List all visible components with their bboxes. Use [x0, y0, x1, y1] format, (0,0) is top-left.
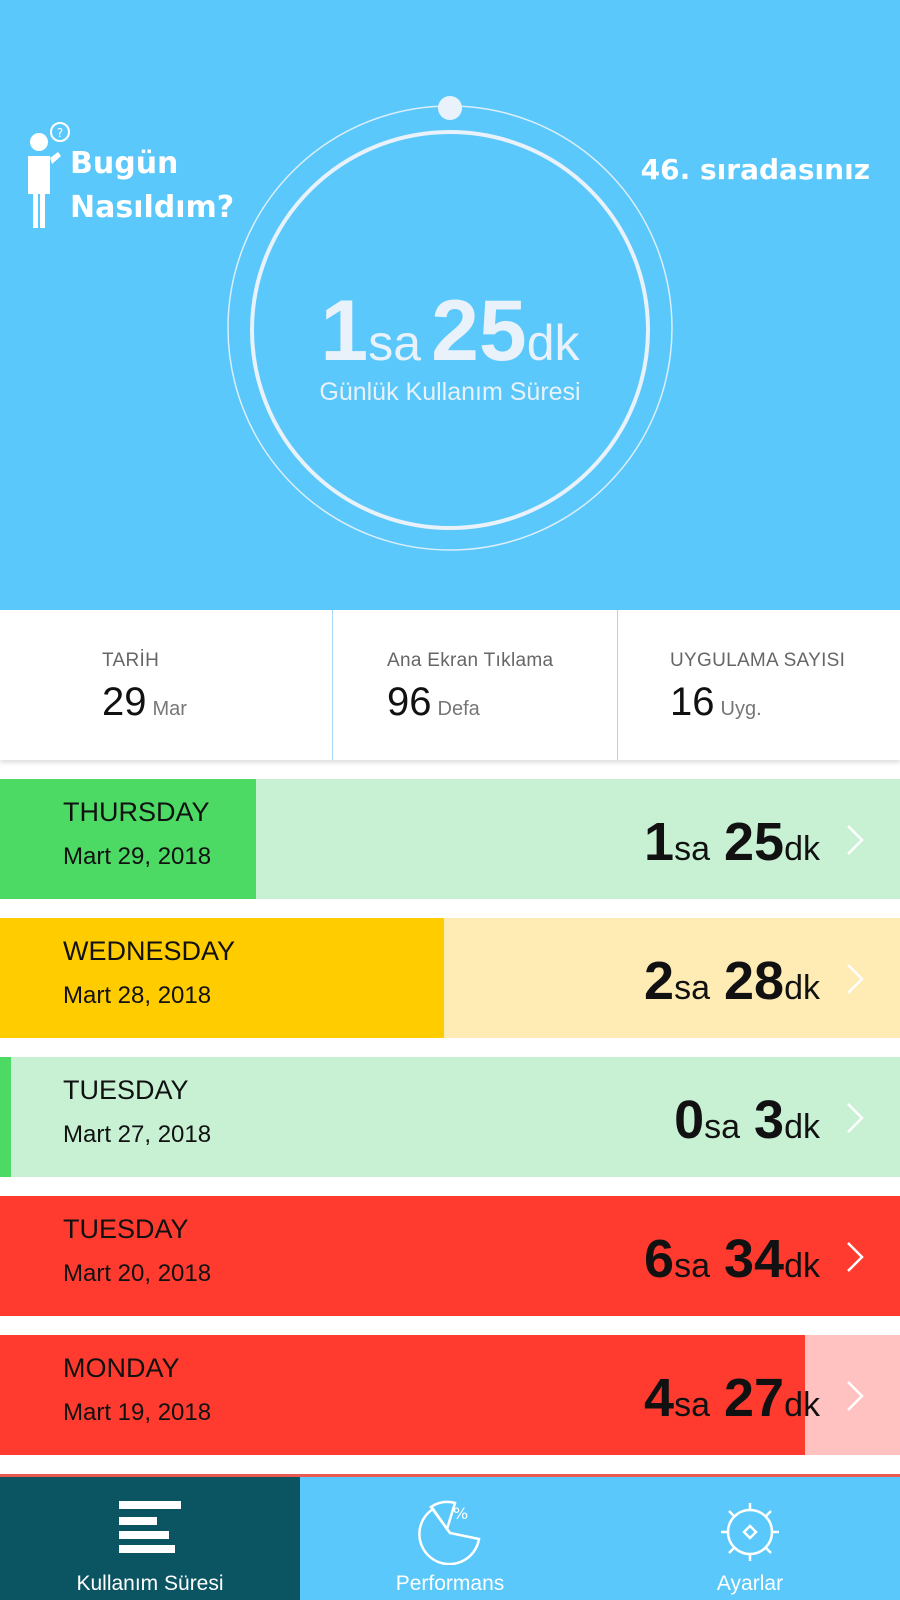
day-row[interactable]: TUESDAY Mart 20, 2018 6sa 34dk: [0, 1196, 900, 1316]
day-name: WEDNESDAY: [63, 936, 236, 966]
stat-unit: Mar: [152, 698, 187, 720]
day-duration: 6sa 34dk: [644, 1228, 820, 1290]
rank-text: 46. sıradasınız: [640, 153, 870, 186]
minutes-unit: dk: [784, 1247, 820, 1285]
hours-unit: sa: [674, 830, 710, 868]
hours-unit: sa: [704, 1108, 741, 1146]
day-minutes: 25: [724, 812, 785, 872]
daily-usage-label: Günlük Kullanım Süresi: [319, 378, 581, 406]
tab-performance[interactable]: % Performans: [300, 1477, 600, 1600]
stat-label: Ana Ekran Tıklama: [387, 650, 554, 671]
day-hours: 6: [644, 1229, 675, 1289]
stat-app-count: UYGULAMA SAYISI 16 Uyg.: [618, 610, 900, 760]
day-date: Mart 19, 2018: [63, 1399, 212, 1426]
day-hours: 1: [644, 812, 675, 872]
daily-usage-time: 1sa 25dk: [0, 282, 900, 381]
day-duration: 1sa 25dk: [644, 811, 820, 873]
pie-percent-icon: %: [418, 1500, 481, 1565]
svg-text:?: ?: [57, 126, 63, 140]
day-row[interactable]: TUESDAY Mart 27, 2018 0sa 3dk: [0, 1057, 900, 1177]
stat-label: TARİH: [102, 650, 160, 671]
day-date: Mart 28, 2018: [63, 982, 212, 1009]
tab-usage-time[interactable]: Kullanım Süresi: [0, 1477, 300, 1600]
stat-unit: Defa: [437, 698, 480, 720]
day-row[interactable]: WEDNESDAY Mart 28, 2018 2sa 28dk: [0, 918, 900, 1038]
minutes-unit: dk: [526, 315, 580, 371]
minutes-unit: dk: [784, 830, 820, 868]
day-usage-bar: [0, 779, 256, 899]
day-name: TUESDAY: [63, 1214, 189, 1244]
day-date: Mart 20, 2018: [63, 1260, 212, 1287]
day-name: THURSDAY: [63, 797, 210, 827]
day-minutes: 34: [724, 1229, 785, 1289]
day-duration: 4sa 27dk: [644, 1367, 820, 1429]
stat-value: 16: [670, 680, 715, 724]
stat-value: 29: [102, 680, 147, 724]
tab-label: Performans: [395, 1572, 505, 1595]
day-usage-bar: [0, 918, 444, 1038]
tab-settings[interactable]: Ayarlar: [600, 1477, 900, 1600]
day-usage-bar: [0, 1196, 900, 1316]
day-list: THURSDAY Mart 29, 2018 1sa 25dk WEDNESDAY…: [0, 779, 900, 1474]
help-line-1: Bugün: [70, 146, 179, 181]
day-name: TUESDAY: [63, 1075, 189, 1105]
day-minutes: 28: [724, 951, 785, 1011]
usage-hours: 1: [320, 283, 369, 379]
chevron-right-icon: [847, 825, 864, 855]
usage-minutes: 25: [431, 283, 527, 379]
svg-text:%: %: [453, 1504, 468, 1523]
stats-bar: TARİH 29 Mar Ana Ekran Tıklama 96 Defa UYG…: [0, 610, 900, 760]
person-question-icon: ?: [28, 122, 70, 228]
bottom-nav: Kullanım Süresi % Performans Ayarlar: [0, 1474, 900, 1600]
hours-unit: sa: [674, 1247, 710, 1285]
stat-value: 96: [387, 680, 432, 724]
chevron-right-icon: [847, 1242, 864, 1272]
how-was-i-today-button[interactable]: ? Bugün Nasıldım?: [22, 120, 234, 230]
minutes-unit: dk: [784, 1386, 820, 1424]
day-duration: 0sa 3dk: [674, 1089, 820, 1151]
day-hours: 2: [644, 951, 675, 1011]
day-date: Mart 29, 2018: [63, 843, 212, 870]
help-line-2: Nasıldım?: [70, 190, 235, 225]
day-name: MONDAY: [63, 1353, 180, 1383]
day-minutes: 27: [724, 1368, 785, 1428]
stat-home-clicks: Ana Ekran Tıklama 96 Defa: [333, 610, 618, 760]
stat-unit: Uyg.: [720, 698, 762, 720]
chevron-right-icon: [847, 964, 864, 994]
hours-unit: sa: [674, 1386, 710, 1424]
day-hours: 4: [644, 1368, 675, 1428]
chevron-right-icon: [847, 1381, 864, 1411]
tab-label: Kullanım Süresi: [76, 1572, 224, 1595]
hours-unit: sa: [674, 969, 710, 1007]
gear-icon: [721, 1503, 779, 1561]
minutes-unit: dk: [784, 1108, 820, 1146]
day-duration: 2sa 28dk: [644, 950, 820, 1012]
stat-date: TARİH 29 Mar: [0, 610, 333, 760]
ring-progress-dot: [438, 96, 462, 120]
stat-label: UYGULAMA SAYISI: [670, 650, 846, 671]
usage-ring: [227, 96, 673, 551]
day-usage-bar: [0, 1057, 11, 1177]
usage-header: ? Bugün Nasıldım? 46. sıradasınız 1sa 25d…: [0, 0, 900, 610]
day-row[interactable]: THURSDAY Mart 29, 2018 1sa 25dk: [0, 779, 900, 899]
day-minutes: 3: [754, 1090, 785, 1150]
day-row[interactable]: MONDAY Mart 19, 2018 4sa 27dk: [0, 1335, 900, 1455]
tab-label: Ayarlar: [716, 1572, 784, 1595]
hours-unit: sa: [368, 315, 422, 371]
minutes-unit: dk: [784, 969, 820, 1007]
day-hours: 0: [674, 1090, 705, 1150]
chevron-right-icon: [847, 1103, 864, 1133]
bars-icon: [119, 1501, 181, 1553]
day-usage-bar: [0, 1335, 805, 1455]
day-date: Mart 27, 2018: [63, 1121, 212, 1148]
